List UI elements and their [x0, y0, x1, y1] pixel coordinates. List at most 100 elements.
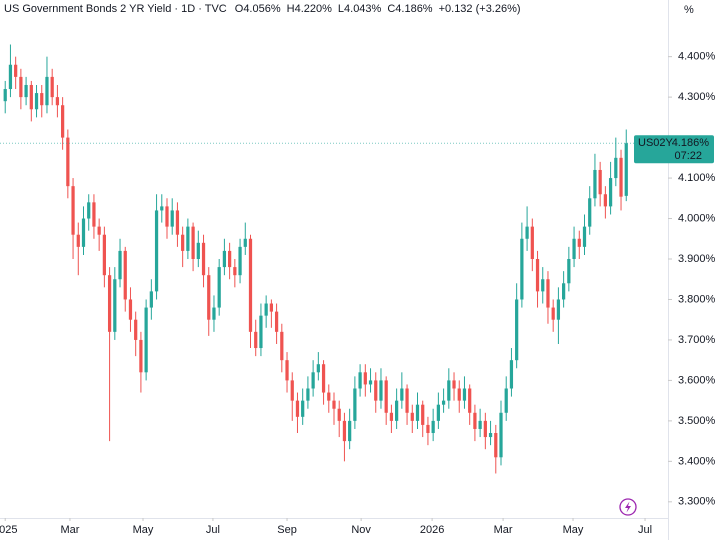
candle-body [436, 404, 440, 421]
candle-body [551, 307, 555, 320]
candle-body [66, 137, 70, 187]
candle-body [473, 412, 477, 429]
candle-body [509, 360, 514, 389]
candle-body [186, 226, 190, 251]
candle-body [233, 267, 237, 276]
candle-body [243, 238, 247, 247]
y-tick-label: 3.400% [678, 455, 716, 467]
header: US Government Bonds 2 YR Yield · 1D · TV… [4, 3, 521, 15]
candle-body [14, 64, 18, 77]
candle-body [358, 372, 362, 389]
candle-body [603, 194, 607, 207]
candle-body [389, 412, 394, 421]
candle-body [61, 105, 65, 138]
candle-body [264, 303, 268, 316]
header-value: 4.056% [243, 3, 281, 15]
x-tick-label: Sep [277, 524, 297, 536]
candle-body [363, 372, 367, 385]
candle-body [410, 412, 414, 421]
candle-body [368, 380, 373, 385]
candle-body [149, 291, 153, 308]
candle-body [87, 202, 91, 219]
candle-body [316, 364, 320, 373]
candle-body [588, 198, 592, 227]
candle-body [181, 234, 185, 251]
x-tick-label: Nov [351, 524, 371, 536]
candle-body [191, 226, 195, 259]
candle-body [556, 299, 561, 320]
candle-body [441, 400, 446, 405]
y-tick-label: 3.800% [678, 293, 716, 305]
x-tick-label: 2025 [0, 524, 17, 536]
candle-body [76, 234, 80, 247]
countdown-label: 07:22 [674, 150, 702, 162]
header-label: O [235, 3, 244, 15]
header-label: H [287, 3, 295, 15]
candle-body [499, 412, 503, 458]
candle-body [217, 267, 221, 308]
candle-body [24, 84, 28, 98]
lightning-icon [619, 498, 637, 516]
candle-body [504, 388, 508, 413]
candle-body [238, 246, 242, 276]
x-tick-label: Mar [60, 524, 79, 536]
header-change: +0.132 (+3.26%) [439, 3, 521, 15]
header-label: C [387, 3, 395, 15]
candle-body [274, 311, 279, 332]
candle-body [384, 380, 388, 413]
price-tag [634, 135, 714, 164]
candle-body [379, 380, 383, 401]
candle-body [118, 250, 122, 280]
candle-body [462, 388, 467, 401]
candle-body [614, 157, 618, 179]
x-tick-label: May [133, 524, 154, 536]
y-tick-label: 4.000% [678, 212, 716, 224]
candle-body [144, 307, 148, 373]
candle-body [269, 303, 273, 312]
x-tick-label: 2026 [420, 524, 444, 536]
candle-body [123, 250, 127, 300]
candle-body [327, 392, 331, 401]
candle-body [295, 400, 300, 417]
y-tick-label: 3.600% [678, 374, 716, 386]
candle-body [50, 76, 54, 98]
price-label: 4.186% [672, 137, 710, 149]
candle-body [3, 89, 7, 102]
candle-body [207, 275, 211, 320]
candle-body [426, 424, 430, 434]
axis-unit: % [684, 4, 694, 16]
header-label: L [338, 3, 344, 15]
candle-body [128, 299, 133, 320]
candle-body [567, 259, 571, 284]
candle-body [530, 226, 534, 259]
candle-body [259, 315, 263, 349]
candle-body [535, 259, 540, 292]
candle-body [301, 400, 305, 417]
candle-body [196, 242, 200, 259]
header-value: 4.043% [344, 3, 382, 15]
x-tick-label: Mar [494, 524, 513, 536]
candle-body [577, 238, 581, 247]
candle-body [55, 97, 60, 106]
candle-body [134, 319, 138, 340]
header-value: 4.186% [395, 3, 433, 15]
candle-body [8, 64, 13, 90]
candle-body [353, 388, 357, 421]
candle-body [139, 339, 143, 373]
candle-body [285, 360, 289, 381]
candle-body [165, 206, 169, 227]
candle-body [619, 157, 623, 197]
candle-body [175, 210, 180, 235]
candle-body [468, 388, 472, 413]
candle-body [598, 169, 602, 195]
candle-body [374, 380, 378, 401]
candle-body [624, 143, 628, 196]
title: US Government Bonds 2 YR Yield · 1D · TV… [4, 3, 227, 15]
candle-body [457, 388, 461, 401]
candle-body [311, 372, 315, 389]
y-tick-label: 4.100% [678, 172, 716, 184]
candle-body [541, 279, 545, 292]
candle-body [306, 388, 310, 401]
y-tick-label: 3.500% [678, 415, 716, 427]
candle-body [29, 84, 33, 110]
